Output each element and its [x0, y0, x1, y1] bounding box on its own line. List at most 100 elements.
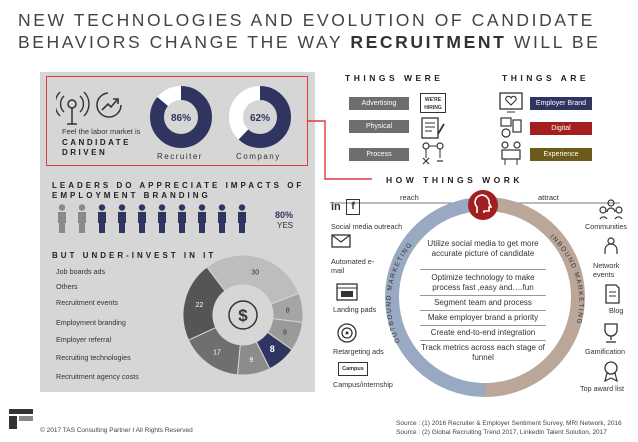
- step-employer-brand: Make employer brand a priority: [427, 313, 539, 322]
- invest-label-referral: Employer referral: [56, 335, 112, 344]
- title-prefix: BEHAVIORS CHANGE THE WAY: [18, 32, 351, 52]
- person-figure: [198, 204, 206, 233]
- source-2: Source : (2) Global Recruiting Trend 201…: [396, 429, 607, 436]
- slice-value-label: 17: [213, 350, 221, 357]
- experience-people-icon: [501, 141, 521, 165]
- intro-text: Utilize social media to get more accurat…: [427, 239, 539, 258]
- person-figure: [238, 204, 246, 233]
- investment-donut-chart: 30 8 8 8 9 17 22 $: [182, 254, 304, 376]
- recruiter-pct: 86%: [171, 113, 191, 124]
- feel-label: Feel the labor market is: [62, 127, 141, 136]
- company-donut: 62%: [229, 86, 291, 148]
- branding-yes: YES: [277, 221, 294, 230]
- channel-top-award-list: Top award list: [580, 384, 624, 393]
- person-figure: [158, 204, 166, 233]
- title-suffix: WILL BE: [506, 32, 601, 52]
- source-1: Source : (1) 2016 Recruiter & Employer S…: [396, 420, 622, 427]
- recruiter-donut: 86%: [150, 86, 212, 148]
- things-are-heading: THINGS ARE: [502, 73, 590, 83]
- channel-blog: Blog: [609, 306, 624, 315]
- company-label: Company: [236, 152, 281, 161]
- award-medal-icon: [604, 361, 618, 382]
- inbound-arc: [484, 197, 585, 397]
- separator: [420, 269, 546, 270]
- tag-advertising: Advertising: [349, 97, 409, 110]
- tag-employer-brand: Employer Brand: [530, 97, 592, 110]
- step-optimize: Optimize technology to make process fast…: [431, 273, 535, 292]
- head-profile-icon: [468, 190, 498, 220]
- page-title-line1: NEW TECHNOLOGIES AND EVOLUTION OF CANDID…: [18, 10, 595, 30]
- outbound-arc: [385, 197, 486, 397]
- network-events-icon: [604, 237, 618, 254]
- step-segment: Segment team and process: [434, 298, 532, 307]
- branding-heading-line1: LEADERS DO APPRECIATE IMPACTS OF: [52, 181, 305, 190]
- retargeting-target-icon: [337, 323, 357, 343]
- person-figure: [178, 204, 186, 233]
- separator: [420, 295, 546, 296]
- channel-retargeting-ads: Retargeting ads: [333, 347, 384, 356]
- growth-arrow-icon: [96, 92, 122, 118]
- person-figure: [78, 204, 86, 233]
- company-pct: 62%: [250, 113, 270, 124]
- branding-heading-line2: EMPLOYMENT BRANDING: [52, 191, 211, 200]
- branding-pct: 80%: [275, 210, 294, 220]
- tag-process: Process: [349, 148, 409, 161]
- channel-network-events: Network events: [593, 261, 620, 279]
- person-figure: [118, 204, 126, 233]
- company-logo: [9, 409, 33, 429]
- reach-label: reach: [400, 193, 419, 202]
- separator: [420, 340, 546, 341]
- donut-slice: [182, 266, 226, 341]
- people-figures: [58, 204, 246, 233]
- digital-devices-icon: [500, 117, 522, 138]
- facebook-icon: f: [346, 199, 360, 215]
- invest-label-others: Others: [56, 282, 78, 291]
- linkedin-icon: in: [331, 201, 341, 213]
- marketing-ring: OUTBOUND MARKETING INBOUND MARKETING: [385, 197, 585, 397]
- copyright-text: © 2017 TAS Consulting Partner I All Righ…: [40, 427, 193, 434]
- invest-label-events: Recruitment events: [56, 298, 118, 307]
- invest-label-branding: Employment branding: [56, 318, 126, 327]
- how-things-work-heading: HOW THINGS WORK: [386, 175, 524, 185]
- channel-automated-email: Automated e-mail: [331, 257, 375, 275]
- donut-slice: [206, 254, 300, 305]
- channel-gamification: Gamification: [585, 347, 625, 356]
- separator: [420, 325, 546, 326]
- person-figure: [98, 204, 106, 233]
- person-figure: [58, 204, 66, 233]
- step-integration: Create end-to-end integration: [430, 328, 536, 337]
- things-were-heading: THINGS WERE: [345, 73, 444, 83]
- invest-label-agency: Recruitment agency costs: [56, 372, 139, 381]
- slice-value-label: 9: [249, 357, 253, 364]
- hiring-sign-icon: WE'RE HIRING: [420, 93, 446, 113]
- slice-value-label: 8: [270, 344, 275, 354]
- separator: [420, 310, 546, 311]
- attract-label: attract: [538, 193, 559, 202]
- invest-label-job-boards: Job boards ads: [56, 267, 106, 276]
- person-figure: [218, 204, 226, 233]
- communities-icon: [599, 199, 623, 220]
- gamification-icon: [604, 323, 618, 343]
- tag-experience: Experience: [530, 148, 592, 161]
- hiring-sign-line1: WE'RE: [424, 97, 442, 103]
- broadcast-icon: [56, 91, 90, 125]
- slice-value-label: 8: [283, 329, 287, 336]
- dollar-icon: [228, 300, 258, 330]
- slice-value-label: 30: [251, 270, 259, 277]
- campus-flag-icon: Campus: [338, 362, 368, 376]
- channel-communities: Communities: [585, 222, 627, 231]
- email-icon: [331, 234, 351, 248]
- channel-landing-pads: Landing pads: [333, 305, 377, 314]
- step-metrics: Track metrics across each stage of funne…: [421, 343, 545, 362]
- invest-label-technologies: Recruiting technologies: [56, 353, 131, 362]
- heart-screen-icon: [499, 92, 523, 113]
- dollar-icon-glyph: $: [238, 306, 248, 325]
- channel-campus: Campus/internship: [333, 380, 393, 389]
- page-title-line2: BEHAVIORS CHANGE THE WAY RECRUITMENT WIL…: [18, 32, 600, 53]
- title-bold: RECRUITMENT: [350, 32, 507, 52]
- channel-social-media: Social media outreach: [331, 222, 403, 231]
- slice-value-label: 22: [195, 302, 203, 309]
- document-checklist-icon: [421, 117, 445, 139]
- candidate-heading: CANDIDATE: [62, 138, 132, 147]
